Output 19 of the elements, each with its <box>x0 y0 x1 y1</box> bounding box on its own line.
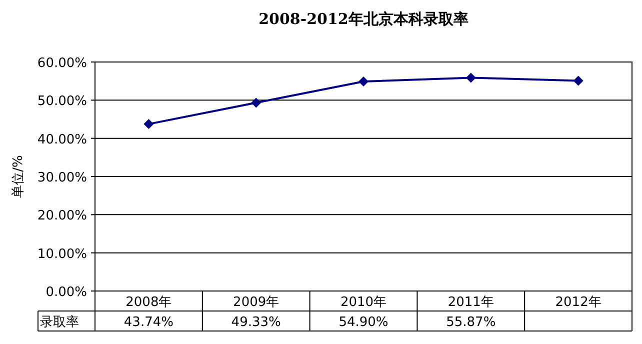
y-tick-label: 10.00% <box>37 246 87 262</box>
data-label: 49.33% <box>231 315 281 330</box>
y-axis-title: 单位/% <box>11 155 26 198</box>
y-tick-label: 30.00% <box>37 170 87 186</box>
chart-title: 2008-2012年北京本科录取率 <box>258 10 468 28</box>
y-tick-label: 0.00% <box>46 285 87 300</box>
data-label: 55.87% <box>446 315 496 330</box>
x-tick-label: 2012年 <box>555 295 602 310</box>
x-tick-label: 2009年 <box>233 295 280 310</box>
x-tick-label: 2010年 <box>340 295 387 310</box>
y-tick-label: 60.00% <box>37 56 87 71</box>
data-label: 54.90% <box>338 315 388 330</box>
x-tick-label: 2011年 <box>448 295 494 310</box>
y-tick-label: 20.00% <box>37 208 87 224</box>
y-tick-label: 50.00% <box>37 94 87 110</box>
x-tick-label: 2008年 <box>126 295 172 310</box>
text: 录取率 <box>40 314 79 330</box>
y-tick-label: 40.00% <box>37 132 87 148</box>
data-label: 43.74% <box>124 315 174 330</box>
